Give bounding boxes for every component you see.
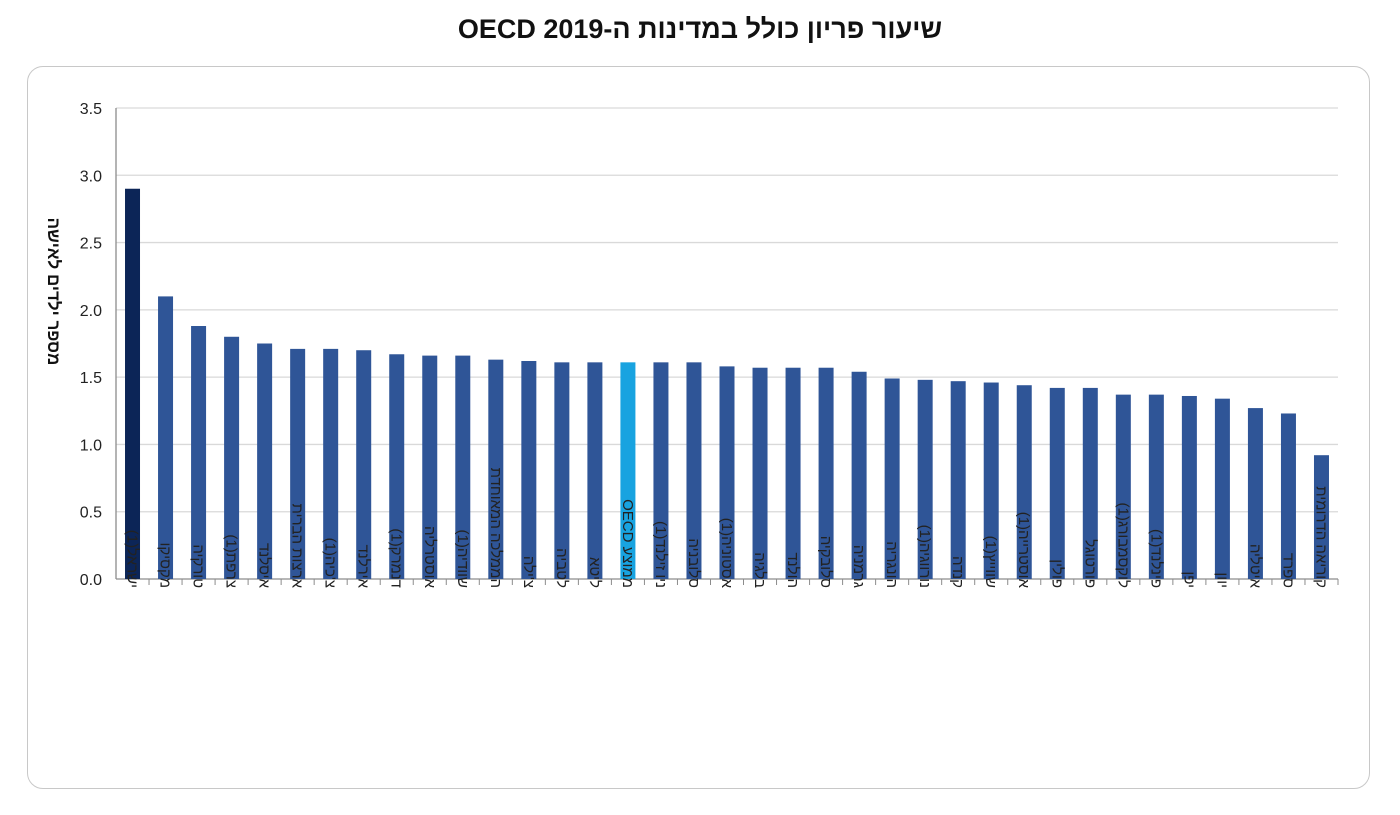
bar [983,382,999,579]
x-tick-label: בלגיה [751,552,768,588]
x-tick-label: פולין [1048,559,1065,588]
x-tick-label: הונגריה [883,541,900,588]
x-tick-label: פינלנד(1) [1147,529,1164,588]
bar [290,348,306,579]
bar [1313,455,1329,579]
x-tick-label: יפן [1180,571,1197,588]
bar [158,296,174,579]
y-tick-label: 0.0 [80,572,102,589]
bar [455,355,471,579]
bar [818,367,834,579]
x-tick-label: לוקסמבורג(1) [1114,502,1131,588]
x-tick-label: טורקיה [190,544,207,588]
x-tick-label: גרמניה [850,545,867,588]
y-tick-label: 3.5 [80,101,102,118]
x-tick-label: ניו זילנד(1) [652,521,669,588]
x-tick-label: שווייץ(1) [982,536,999,588]
bar [587,362,603,579]
bar [1016,385,1032,579]
x-tick-label: נורווגיה(1) [916,525,933,588]
bar [257,343,273,579]
bar [389,354,405,579]
y-tick-label: 0.5 [80,505,102,522]
bar [554,362,570,579]
bar [620,362,636,579]
x-tick-label: ליטא [586,557,603,588]
x-tick-label: ארצות הברית [289,504,306,589]
y-tick-label: 1.5 [80,370,102,387]
x-tick-label: קנדה [949,556,966,588]
x-tick-label: שוודיה(1) [454,530,471,589]
bar [1115,394,1131,579]
x-tick-label: קוריאה הדרומית [1312,486,1329,588]
bar [752,367,768,579]
y-tick-label: 2.0 [80,303,102,320]
x-tick-label: איטליה [1246,544,1263,589]
y-tick-label: 3.0 [80,168,102,185]
bar [950,381,966,579]
x-tick-label: פורטוגל [1081,539,1098,588]
bar [1181,395,1197,579]
x-tick-label: אסטוניה(1) [718,518,735,589]
bar [323,348,339,579]
bar [1280,413,1296,579]
bar [488,359,504,579]
bar [719,366,735,579]
bar [1049,387,1065,579]
bar [917,379,933,579]
x-tick-label: ממוצע OECD [619,499,636,588]
x-tick-label: אוסטרייה(1) [1015,512,1032,589]
bar [224,336,240,579]
x-tick-label: אירלנד [355,545,372,589]
bar [521,360,537,579]
bar [1082,387,1098,579]
x-tick-label: אוסטרליה [421,526,438,589]
x-tick-label: איסלנד [256,543,273,589]
x-tick-label: לטביה [553,548,570,588]
x-tick-label: דנמרק(1) [388,528,405,588]
bar [653,362,669,579]
bar [356,350,372,579]
x-tick-label: יוון [1213,572,1230,588]
y-tick-label: 2.5 [80,236,102,253]
bar [851,371,867,579]
x-tick-label: סלובקיה [817,536,834,588]
bar [1148,394,1164,579]
x-tick-label: ישראל(1) [124,530,141,588]
x-tick-label: הממלכה המאוחדת [487,468,504,588]
x-tick-label: צ'ילה [520,556,537,588]
chart-title: שיעור פריון כולל במדינות ה-OECD 2019 [457,14,943,44]
y-axis-title: מספר ילדים לאישה [44,218,63,366]
bar [686,362,702,579]
bar [422,355,438,579]
x-tick-label: הולנד [784,552,801,588]
x-tick-label: צ'כיה(1) [322,538,339,588]
bar [191,326,207,579]
bar [785,367,801,579]
x-tick-label: ספרד [1279,553,1296,588]
x-tick-label: צרפת(1) [223,534,240,588]
x-tick-label: סלובניה [685,538,702,588]
bar [125,188,141,579]
bar [1214,398,1230,579]
bar [884,378,900,579]
bar [1247,408,1263,579]
y-tick-label: 1.0 [80,437,102,454]
x-tick-label: מקסיקו [157,543,174,588]
